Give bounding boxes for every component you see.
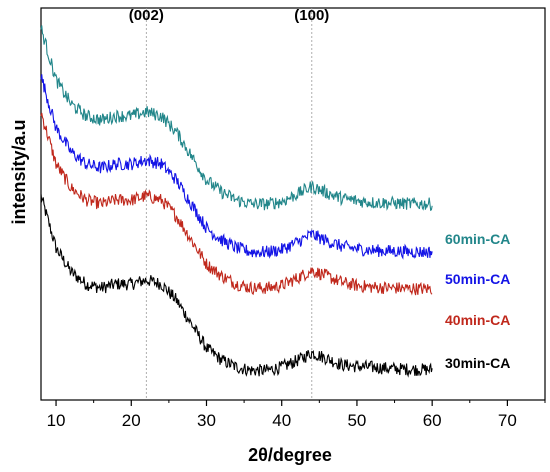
series-labels: 30min-CA 40min-CA 50min-CA 60min-CA (445, 231, 510, 371)
series-label-40min-CA: 40min-CA (445, 312, 510, 328)
series-line-40min-CA (40, 112, 433, 296)
x-tick-label-20: 20 (122, 411, 141, 430)
series-line-30min-CA (40, 193, 433, 378)
x-tick-label-40: 40 (272, 411, 291, 430)
x-tick-label-70: 70 (498, 411, 517, 430)
series-lines (40, 25, 433, 378)
x-axis-ticks: 10 20 30 40 50 60 70 (47, 400, 546, 430)
reference-lines (145, 8, 313, 400)
x-tick-label-60: 60 (423, 411, 442, 430)
peak-label-0: (002) (129, 7, 164, 24)
peak-label-1: (100) (294, 7, 329, 24)
series-line-60min-CA (40, 25, 433, 212)
x-tick-label-30: 30 (197, 411, 216, 430)
x-tick-label-50: 50 (347, 411, 366, 430)
y-axis-title: intensity/a.u (9, 119, 29, 224)
plot-frame (40, 7, 546, 401)
series-label-50min-CA: 50min-CA (445, 271, 510, 287)
series-label-30min-CA: 30min-CA (445, 355, 510, 371)
x-tick-label-10: 10 (47, 411, 66, 430)
series-line-50min-CA (40, 74, 433, 260)
x-axis-title: 2θ/degree (248, 445, 332, 465)
series-label-60min-CA: 60min-CA (445, 231, 510, 247)
peak-annotations: (002) (100) (129, 7, 330, 24)
